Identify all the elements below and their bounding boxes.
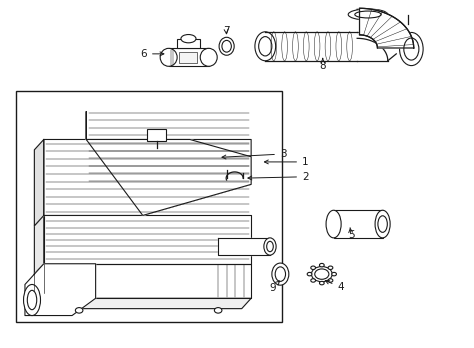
Ellipse shape [264,238,276,255]
Polygon shape [44,264,251,298]
Ellipse shape [328,279,333,282]
Ellipse shape [27,290,36,310]
Ellipse shape [255,32,276,61]
Text: 7: 7 [223,26,229,36]
Bar [169,48,209,66]
Ellipse shape [24,284,40,316]
Ellipse shape [267,241,273,252]
Ellipse shape [375,210,390,238]
Ellipse shape [307,272,312,276]
Polygon shape [44,215,251,264]
Ellipse shape [272,263,289,285]
Ellipse shape [326,210,341,238]
Polygon shape [35,215,44,274]
Ellipse shape [404,38,419,60]
Ellipse shape [328,266,333,269]
Polygon shape [25,264,96,316]
Ellipse shape [200,48,217,66]
Polygon shape [86,112,251,215]
Text: 8: 8 [319,58,326,71]
Ellipse shape [332,272,337,276]
Ellipse shape [181,34,196,43]
Ellipse shape [355,11,381,18]
Ellipse shape [400,32,423,66]
Bar [147,129,166,141]
Ellipse shape [214,308,222,313]
Ellipse shape [275,267,285,282]
Polygon shape [218,238,270,255]
Ellipse shape [160,48,177,66]
Ellipse shape [311,279,316,282]
Ellipse shape [311,266,316,269]
Text: 4: 4 [325,280,344,292]
Polygon shape [35,140,44,226]
Ellipse shape [319,282,324,285]
Text: 2: 2 [248,172,309,182]
Polygon shape [35,264,44,309]
Ellipse shape [348,9,388,20]
Ellipse shape [315,269,329,279]
Bar [334,210,383,238]
Text: 9: 9 [269,281,280,293]
Ellipse shape [219,37,234,55]
Text: 6: 6 [140,49,164,59]
Polygon shape [359,8,414,48]
Ellipse shape [311,267,332,282]
Ellipse shape [222,40,231,52]
Ellipse shape [319,263,324,267]
Ellipse shape [75,308,83,313]
Bar [16,91,282,323]
Ellipse shape [378,216,387,232]
Text: 5: 5 [348,228,355,240]
Bar [179,52,197,63]
Bar [177,39,200,48]
Ellipse shape [259,37,272,56]
Polygon shape [44,140,251,215]
Text: 1: 1 [264,157,309,167]
Polygon shape [35,298,251,309]
Text: 3: 3 [222,149,286,159]
